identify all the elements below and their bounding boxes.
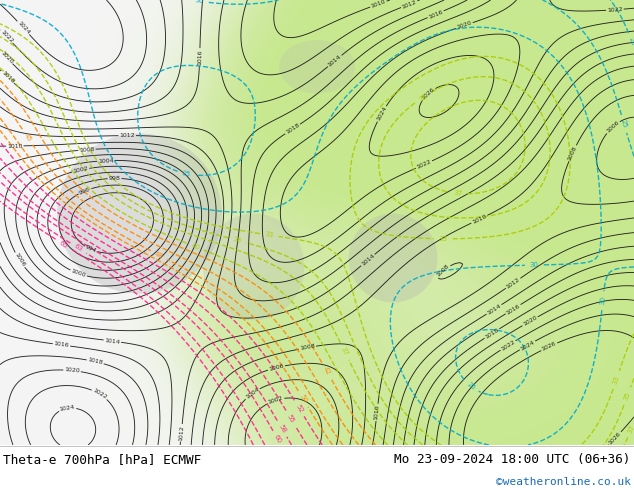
Text: 1012: 1012 — [401, 0, 417, 9]
Text: 1018: 1018 — [87, 358, 103, 366]
Text: 65: 65 — [58, 239, 69, 249]
Text: 1024: 1024 — [59, 405, 75, 412]
Text: 1006: 1006 — [605, 120, 620, 134]
Text: 33: 33 — [264, 231, 274, 239]
Text: 45: 45 — [23, 132, 32, 143]
Text: Theta-e 700hPa [hPa] ECMWF: Theta-e 700hPa [hPa] ECMWF — [3, 453, 202, 466]
Text: 1010: 1010 — [471, 214, 488, 225]
Text: 1012: 1012 — [178, 425, 184, 441]
Text: 55: 55 — [286, 413, 295, 424]
Text: 1022: 1022 — [92, 388, 108, 400]
Text: 30: 30 — [530, 262, 539, 268]
Text: 25: 25 — [182, 170, 191, 178]
Text: 1002: 1002 — [268, 395, 284, 405]
Ellipse shape — [57, 133, 222, 294]
Text: 1016: 1016 — [53, 342, 70, 348]
Text: 1004: 1004 — [98, 158, 114, 164]
Text: 1016: 1016 — [197, 49, 202, 65]
Text: 1022: 1022 — [416, 159, 432, 170]
Text: 40: 40 — [190, 242, 200, 251]
Text: 1024: 1024 — [375, 106, 387, 122]
Text: 1020: 1020 — [456, 21, 472, 30]
Text: 1026: 1026 — [541, 341, 557, 352]
Text: 1016: 1016 — [427, 9, 444, 20]
Text: 1018: 1018 — [0, 70, 15, 84]
Text: 63: 63 — [73, 243, 84, 253]
Text: 1020: 1020 — [522, 315, 538, 327]
Text: 998: 998 — [108, 176, 120, 181]
Text: 60: 60 — [273, 434, 283, 444]
Text: 35: 35 — [417, 93, 428, 102]
Text: 42: 42 — [322, 366, 332, 376]
Text: 1026: 1026 — [421, 87, 436, 101]
Text: 1018: 1018 — [484, 327, 500, 340]
Text: 37: 37 — [453, 190, 463, 197]
Text: 58: 58 — [277, 423, 287, 434]
Text: 25: 25 — [465, 381, 476, 392]
Text: 1014: 1014 — [327, 54, 342, 68]
Text: 1022: 1022 — [607, 7, 623, 13]
Text: 37: 37 — [340, 346, 349, 357]
Text: 1010: 1010 — [370, 0, 387, 9]
Text: 1018: 1018 — [285, 122, 301, 135]
Text: 1004: 1004 — [245, 387, 260, 400]
Text: 1014: 1014 — [486, 303, 502, 316]
Text: 1022: 1022 — [0, 29, 14, 44]
Text: 30: 30 — [195, 0, 204, 5]
Text: 1000: 1000 — [70, 269, 87, 278]
Ellipse shape — [279, 40, 355, 94]
Text: 30: 30 — [599, 296, 606, 305]
Text: Mo 23-09-2024 18:00 UTC (06+36): Mo 23-09-2024 18:00 UTC (06+36) — [394, 453, 631, 466]
Text: 1020: 1020 — [0, 50, 13, 65]
Ellipse shape — [203, 214, 304, 320]
Text: 1008: 1008 — [299, 344, 316, 351]
Text: 1006: 1006 — [13, 252, 26, 268]
Text: 20: 20 — [628, 37, 634, 47]
Text: 50: 50 — [299, 393, 308, 404]
Text: 1006: 1006 — [268, 364, 285, 372]
Text: 48: 48 — [153, 250, 164, 260]
Text: 1008: 1008 — [567, 145, 578, 161]
Text: 1020: 1020 — [64, 368, 80, 374]
Text: 1008: 1008 — [436, 264, 451, 278]
Text: 1022: 1022 — [500, 339, 516, 352]
Text: 1002: 1002 — [72, 166, 89, 174]
Text: 52: 52 — [294, 403, 304, 414]
Text: 1026: 1026 — [608, 431, 622, 446]
Text: 1010: 1010 — [7, 144, 23, 148]
Text: 1014: 1014 — [105, 338, 120, 344]
Text: 994: 994 — [85, 245, 98, 254]
Text: 1016: 1016 — [505, 303, 521, 316]
Text: 1024: 1024 — [16, 21, 30, 35]
Text: 996: 996 — [79, 186, 91, 196]
Text: 35: 35 — [623, 391, 631, 401]
Text: 33: 33 — [439, 236, 448, 242]
Text: ©weatheronline.co.uk: ©weatheronline.co.uk — [496, 477, 631, 487]
Text: 37: 37 — [627, 423, 634, 434]
Text: 1010: 1010 — [373, 404, 380, 420]
Text: 1012: 1012 — [505, 277, 521, 290]
Text: 1008: 1008 — [79, 147, 95, 153]
Text: 25: 25 — [620, 119, 628, 129]
Ellipse shape — [349, 214, 437, 302]
Text: 1012: 1012 — [119, 133, 135, 138]
Text: 1024: 1024 — [519, 339, 536, 351]
Text: 1014: 1014 — [360, 253, 375, 267]
Text: 35: 35 — [233, 236, 243, 245]
Text: 33: 33 — [612, 375, 621, 385]
